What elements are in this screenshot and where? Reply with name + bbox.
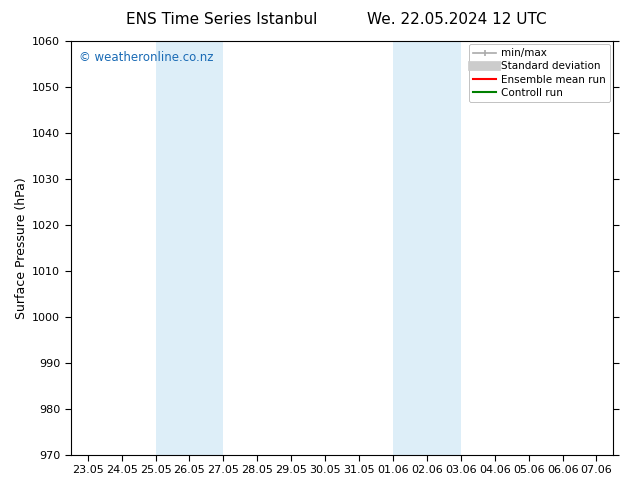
- Legend: min/max, Standard deviation, Ensemble mean run, Controll run: min/max, Standard deviation, Ensemble me…: [469, 44, 611, 102]
- Y-axis label: Surface Pressure (hPa): Surface Pressure (hPa): [15, 177, 28, 318]
- Bar: [155, 41, 223, 455]
- Text: © weatheronline.co.nz: © weatheronline.co.nz: [79, 51, 214, 64]
- Bar: [393, 41, 461, 455]
- Text: We. 22.05.2024 12 UTC: We. 22.05.2024 12 UTC: [366, 12, 547, 27]
- Text: ENS Time Series Istanbul: ENS Time Series Istanbul: [126, 12, 318, 27]
